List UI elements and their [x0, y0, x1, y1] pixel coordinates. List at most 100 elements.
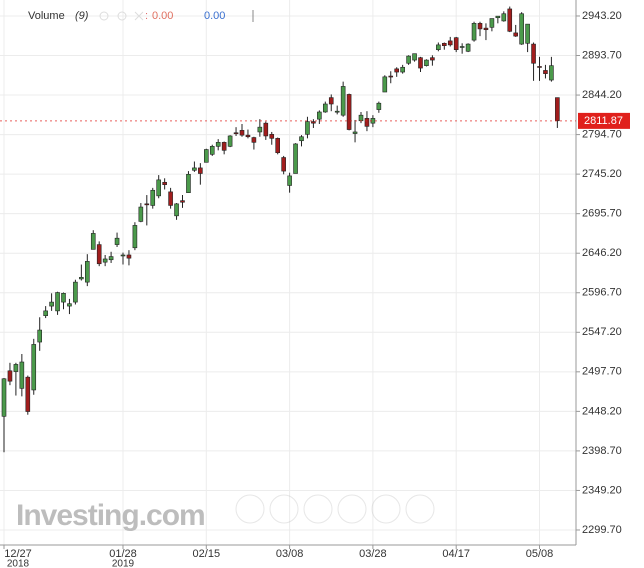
zoom-fit[interactable] [371, 494, 401, 524]
candle-body [269, 134, 275, 139]
candle-body [549, 65, 554, 81]
candle-body [400, 66, 405, 73]
candle-body [495, 15, 501, 19]
candle-body [322, 103, 328, 113]
candle-body [102, 258, 108, 263]
y-tick-label: 2398.70 [582, 445, 622, 457]
candle-body [364, 118, 370, 127]
indicator-icons[interactable] [99, 11, 144, 21]
candle-body [537, 66, 542, 68]
candle-body [49, 301, 54, 307]
candle-body [31, 344, 37, 391]
candle-body [275, 138, 281, 154]
indicator-value-1: 0.00 [152, 10, 173, 22]
candle-body [340, 86, 346, 116]
candle-body [174, 203, 179, 217]
grid [0, 0, 576, 545]
indicator-sep: : [145, 10, 148, 22]
candle-body [13, 364, 19, 372]
candle-body [311, 121, 316, 124]
candle-body [209, 146, 215, 155]
candle-body [156, 179, 161, 197]
x-tick-label: 03/08 [276, 548, 304, 560]
indicator-param: (9) [75, 10, 89, 22]
candle-body [245, 134, 251, 138]
candle-body [126, 254, 132, 259]
candle-body [281, 157, 286, 172]
y-tick-label: 2893.70 [582, 49, 622, 61]
candle-body [150, 189, 156, 206]
nav-right[interactable] [405, 494, 435, 524]
nav-buttons [235, 494, 435, 524]
candle-body [186, 173, 191, 193]
x-tick-label: 12/27 [4, 548, 32, 560]
x-year-label: 2018 [7, 559, 30, 568]
candle-body [459, 46, 465, 48]
y-tick-label: 2745.20 [582, 168, 622, 180]
zoom-in[interactable] [337, 494, 367, 524]
candle-body [513, 32, 519, 37]
candle-body [358, 114, 364, 122]
candles [1, 6, 560, 453]
candle-body [257, 126, 263, 133]
candle-body [114, 237, 120, 245]
candle-body [90, 233, 96, 250]
y-tick-label: 2646.20 [582, 247, 622, 259]
y-tick-label: 2448.20 [582, 405, 622, 417]
candle-body [299, 136, 304, 142]
candle-body [79, 277, 84, 280]
candle-body [120, 254, 126, 257]
eye-icon[interactable] [99, 11, 109, 21]
candle-body [227, 135, 233, 147]
last-price-box [578, 112, 630, 129]
zoom-out[interactable] [269, 494, 299, 524]
candle-body [519, 13, 524, 45]
y-tick-label: 2695.70 [582, 208, 622, 220]
candle-body [382, 76, 388, 93]
candle-body [96, 244, 102, 265]
y-tick-label: 2794.70 [582, 128, 622, 140]
close-icon[interactable] [134, 11, 144, 21]
candle-body [501, 13, 507, 22]
candle-body [43, 310, 48, 316]
candle-body [239, 130, 245, 136]
indicator-name: Volume [28, 10, 65, 22]
gear-icon[interactable] [117, 11, 127, 21]
candle-body [1, 378, 7, 417]
nav-left[interactable] [235, 494, 265, 524]
x-tick-label: 04/17 [442, 548, 470, 560]
x-tick-label: 02/15 [193, 548, 221, 560]
last-price-label: 2811.87 [584, 115, 623, 127]
candle-body [221, 142, 227, 151]
candle-body [55, 292, 60, 312]
candle-body [287, 175, 292, 186]
y-tick-label: 2943.20 [582, 10, 622, 22]
candle-body [204, 149, 209, 163]
candle-body [293, 143, 298, 174]
candle-body [168, 191, 173, 206]
candle-body [138, 206, 144, 222]
candle-body [305, 121, 310, 135]
candle-body [37, 329, 43, 343]
candle-body [61, 293, 66, 303]
candle-body [7, 370, 13, 382]
candle-body [436, 44, 441, 50]
candle-body [424, 59, 429, 66]
candle-body [328, 97, 334, 105]
candle-body [376, 102, 382, 110]
candle-body [412, 53, 417, 61]
candle-body [555, 97, 560, 122]
indicator-value-2: 0.00 [204, 10, 225, 22]
candle-body [406, 55, 411, 64]
x-tick-label: 01/28 [109, 548, 137, 560]
x-tick-label: 05/08 [526, 548, 554, 560]
y-tick-label: 2547.20 [582, 326, 622, 338]
candle-body [132, 225, 138, 249]
candle-body [85, 261, 90, 283]
x-tick-label: 03/28 [359, 548, 387, 560]
y-tick-label: 2844.20 [582, 89, 622, 101]
candle-body [317, 111, 322, 120]
candle-body [180, 200, 185, 203]
zoom-reset[interactable] [303, 494, 333, 524]
